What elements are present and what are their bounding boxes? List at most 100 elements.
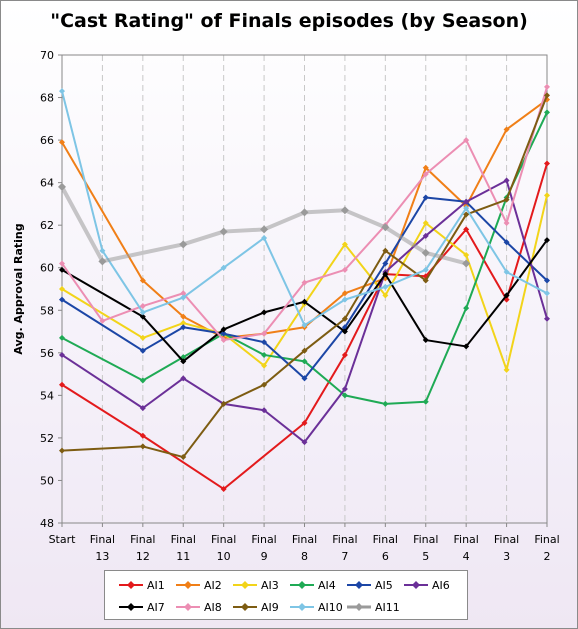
series-line-AI5 [61,196,548,380]
point-AI4-6 [301,358,308,365]
point-AI7-11 [503,292,510,299]
series-line-AI6 [61,179,548,444]
legend-label-AI7: AI7 [147,600,165,614]
legend-swatch-AI6 [404,581,428,589]
legend: AI1 AI2 AI3 AI4 AI5 AI6 AI7 AI8 AI9 AI10 AI11 [104,570,468,620]
point-AI2-3 [180,313,187,320]
point-AI3-12 [544,192,550,199]
legend-item-AI7: AI7 [119,597,165,617]
point-AI6-5 [261,407,268,414]
point-AI8-5 [261,330,268,337]
legend-item-AI2: AI2 [176,575,222,595]
x-tick-label-10-0: Final [453,533,478,546]
legend-label-AI10: AI10 [318,600,343,614]
point-AI10-0 [59,88,65,95]
x-tick-label-10-1: 4 [463,550,470,563]
legend-swatch-AI5 [347,581,371,589]
y-tick-label-7: 62 [40,219,54,232]
point-AI5-9 [422,194,429,201]
legend-swatch-AI9 [233,603,257,611]
x-tick-label-5-1: 9 [261,550,268,563]
point-AI3-3 [180,320,187,327]
x-tick-label-2-1: 12 [136,550,150,563]
y-tick-label-6: 60 [40,262,54,275]
point-AI9-10 [463,211,470,218]
x-tick-label-7-1: 7 [341,550,348,563]
x-tick-label-6-1: 8 [301,550,308,563]
point-AI11-5 [260,225,269,234]
point-AI10-10 [463,205,470,212]
y-tick-label-8: 64 [40,177,54,190]
point-AI1-12 [544,160,550,167]
point-AI1-7 [341,351,348,358]
x-tick-label-7-0: Final [332,533,357,546]
x-tick-label-5-0: Final [251,533,276,546]
legend-label-AI11: AI11 [375,600,400,614]
legend-label-AI9: AI9 [261,600,279,614]
y-tick-label-4: 56 [40,347,54,360]
x-tick-label-4-1: 10 [217,550,231,563]
point-AI10-3 [180,294,187,301]
legend-item-AI8: AI8 [176,597,222,617]
point-AI5-2 [139,347,146,354]
series-line-AI11 [60,185,467,266]
x-tick-label-9-0: Final [413,533,438,546]
point-AI4-10 [463,305,470,312]
point-AI4-9 [422,398,429,405]
point-AI8-0 [59,260,65,267]
point-AI9-11 [503,196,510,203]
point-AI8-12 [544,83,550,90]
x-tick-label-11-0: Final [494,533,519,546]
point-AI6-7 [341,385,348,392]
point-AI11-3 [179,240,188,249]
point-AI10-4 [220,264,227,271]
point-AI9-9 [422,277,429,284]
point-AI9-2 [139,443,146,450]
y-tick-label-11: 70 [40,49,54,62]
y-tick-label-2: 52 [40,432,54,445]
series-line-AI3 [61,195,548,371]
x-tick-label-4-0: Final [211,533,236,546]
point-AI5-5 [261,339,268,346]
series-line-AI9 [61,95,548,459]
point-AI3-2 [139,334,146,341]
point-AI10-6 [301,322,308,329]
point-AI7-5 [261,309,268,316]
point-AI4-2 [139,377,146,384]
point-AI8-10 [463,137,470,144]
y-axis-label: Avg. Approval Rating [12,223,25,354]
point-AI4-0 [59,334,65,341]
point-AI2-0 [59,139,65,146]
point-AI7-8 [382,271,389,278]
point-AI5-4 [220,330,227,337]
legend-item-AI3: AI3 [233,575,279,595]
point-AI7-9 [422,337,429,344]
legend-label-AI6: AI6 [432,578,450,592]
point-AI9-8 [382,247,389,254]
legend-item-AI11: AI11 [347,597,400,617]
legend-swatch-AI11 [347,603,371,611]
point-AI7-10 [463,343,470,350]
point-AI9-7 [341,315,348,322]
point-AI3-10 [463,251,470,258]
point-AI4-5 [261,351,268,358]
point-AI11-7 [340,206,349,215]
x-tick-label-12-0: Final [534,533,559,546]
point-AI10-7 [341,296,348,303]
point-AI8-9 [422,171,429,178]
point-AI5-8 [382,260,389,267]
series-line-AI2 [61,98,548,339]
point-AI6-9 [422,232,429,239]
legend-item-AI10: AI10 [290,597,343,617]
point-AI10-8 [382,283,389,290]
point-AI11-9 [421,248,430,257]
point-AI7-12 [544,237,550,244]
point-AI8-2 [139,303,146,310]
point-AI2-7 [341,290,348,297]
point-AI10-9 [422,266,429,273]
y-tick-label-10: 68 [40,92,54,105]
point-AI1-2 [139,432,146,439]
legend-swatch-AI7 [119,603,143,611]
point-AI3-5 [261,362,268,369]
